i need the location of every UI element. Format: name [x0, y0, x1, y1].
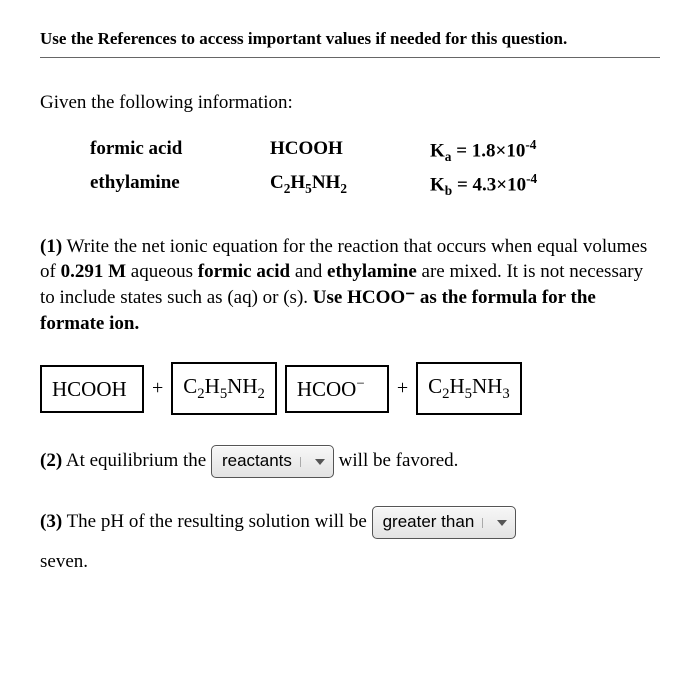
- given-label: Given the following information:: [40, 90, 660, 116]
- divider: [40, 57, 660, 58]
- reactant-2-input[interactable]: C2H5NH2: [171, 362, 277, 415]
- product-1-input[interactable]: HCOO−: [285, 365, 389, 413]
- chevron-down-icon: [315, 459, 325, 465]
- ph-post: seven.: [40, 549, 660, 575]
- chevron-down-icon: [497, 520, 507, 526]
- plus-icon: +: [397, 375, 408, 402]
- substance-name: ethylamine: [90, 170, 270, 200]
- substance-row: ethylamine C2H5NH2 Kb = 4.3×10-4: [90, 170, 660, 200]
- substance-name: formic acid: [90, 136, 270, 166]
- select-value: greater than: [383, 511, 475, 534]
- substance-formula: HCOOH: [270, 136, 430, 166]
- substance-k: Ka = 1.8×10-4: [430, 136, 536, 166]
- equation-row: HCOOH + C2H5NH2 HCOO− + C2H5NH3: [40, 362, 660, 415]
- question-1: (1) Write the net ionic equation for the…: [40, 234, 660, 337]
- ph-select[interactable]: greater than: [372, 506, 517, 539]
- reactant-1-input[interactable]: HCOOH: [40, 365, 144, 413]
- question-2: (2) At equilibrium the reactants will be…: [40, 445, 660, 478]
- question-3: (3) The pH of the resulting solution wil…: [40, 506, 660, 575]
- substance-k: Kb = 4.3×10-4: [430, 170, 537, 200]
- substance-row: formic acid HCOOH Ka = 1.8×10-4: [90, 136, 660, 166]
- plus-icon: +: [152, 375, 163, 402]
- product-2-input[interactable]: C2H5NH3: [416, 362, 522, 415]
- substance-formula: C2H5NH2: [270, 170, 430, 200]
- reference-instruction: Use the References to access important v…: [40, 28, 660, 51]
- select-value: reactants: [222, 450, 292, 473]
- equilibrium-select[interactable]: reactants: [211, 445, 334, 478]
